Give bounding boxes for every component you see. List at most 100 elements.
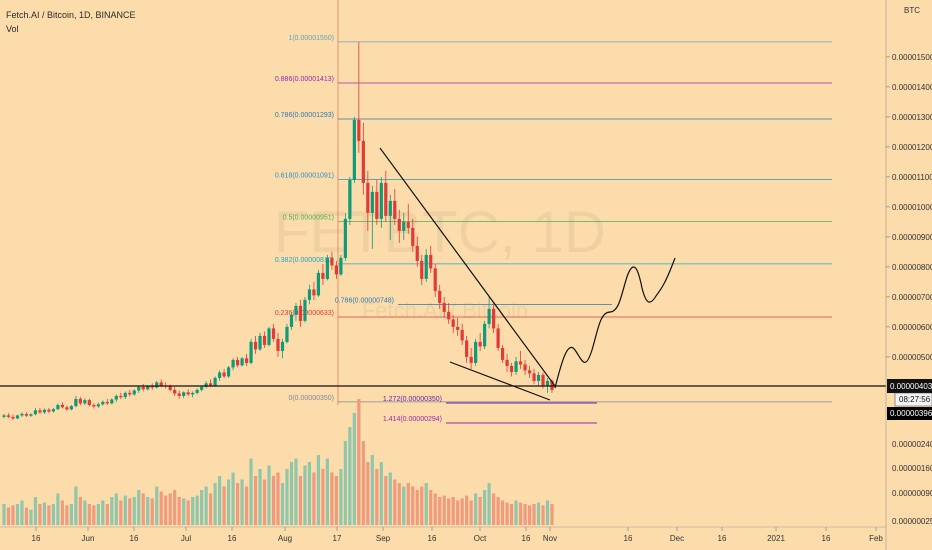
volume-bar <box>496 497 500 525</box>
projection-path[interactable] <box>554 257 676 389</box>
price-tick-label: 0.00000900 <box>892 233 932 242</box>
volume-bar <box>415 490 419 525</box>
fib-retracement-group[interactable]: 1(0.00001550) 0.886(0.00001413) 0.786(0.00… <box>275 0 832 424</box>
volume-bar <box>24 507 29 525</box>
drawings[interactable] <box>379 147 676 401</box>
volume-bar <box>226 479 231 525</box>
volume-bar <box>271 476 276 525</box>
time-tick-label: 16 <box>228 534 237 543</box>
volume-bar <box>424 483 428 525</box>
volume-bar <box>60 500 64 525</box>
fib-level-label: 0.786(0.00001293) <box>275 112 334 119</box>
candle-body <box>366 182 370 213</box>
volume-indicator-label[interactable]: Vol <box>6 24 19 34</box>
last-price-label: 0.00000403 <box>890 382 932 391</box>
volume-bar <box>74 486 78 525</box>
quote-unit-label: BTC <box>904 6 920 15</box>
time-tick-label: Feb <box>869 534 883 543</box>
candle-body <box>433 268 437 291</box>
volume-bar <box>316 455 321 525</box>
candle-body <box>424 254 428 279</box>
volume-bar <box>393 479 397 525</box>
price-badges: 0.00000403 08:27:56 0.00000396 <box>887 379 932 420</box>
price-tick-label: 0.00001000 <box>892 203 932 212</box>
volume-bar <box>235 483 240 525</box>
volume-tick-label: 0.00000160 <box>892 464 932 473</box>
time-tick-label: Oct <box>474 534 487 543</box>
candle-body <box>541 374 545 386</box>
volume-bar <box>370 455 374 525</box>
volume-bar <box>447 498 451 525</box>
candle-body <box>204 383 208 387</box>
candle-body <box>65 407 69 410</box>
volume-bar <box>249 458 253 525</box>
candle-body <box>415 245 419 261</box>
price-tick-label: 0.00000600 <box>892 323 932 332</box>
time-tick-label: 16 <box>822 534 831 543</box>
prev-price-badge <box>887 407 932 420</box>
time-tick-label: 16 <box>522 534 531 543</box>
volume-bar <box>177 497 181 525</box>
volume-bar <box>78 497 82 525</box>
volume-bar <box>294 458 298 525</box>
time-tick-label: 16 <box>428 534 437 543</box>
price-axis[interactable]: BTC 0.00001500 0.00001400 0.00001300 0.0000… <box>885 0 932 550</box>
candle-body <box>83 400 87 404</box>
candle-body <box>29 414 33 416</box>
volume-bar <box>150 498 154 525</box>
volume-bar <box>33 497 38 525</box>
symbol-title[interactable]: Fetch.AI / Bitcoin, 1D, BINANCE <box>6 10 136 20</box>
fib-level-label: 0.618(0.00001091) <box>275 173 334 180</box>
candle-body <box>69 406 73 410</box>
price-tick-label: 0.00001500 <box>892 53 932 62</box>
price-tick-label: 0.00001300 <box>892 113 932 122</box>
candle-body <box>375 191 379 219</box>
volume-bar <box>289 462 294 525</box>
candle-body <box>96 404 100 407</box>
candle-body <box>191 392 195 395</box>
candle-body <box>226 367 231 377</box>
volume-bar <box>173 490 177 525</box>
candle-body <box>132 390 136 395</box>
candle-body <box>339 257 343 275</box>
volume-bar <box>348 427 352 525</box>
volume-bar <box>402 486 406 525</box>
volume-bar <box>20 500 24 525</box>
time-tick-label: Aug <box>278 534 292 543</box>
volume-bar <box>303 465 307 525</box>
candle-body <box>545 380 550 386</box>
volume-bar <box>352 413 356 525</box>
prev-price-label: 0.00000396 <box>890 409 932 418</box>
volume-bar <box>105 504 109 525</box>
fib-extension-label: 1.272(0.00000350) <box>383 396 442 403</box>
volume-bar <box>51 504 56 525</box>
volume-bar <box>541 505 545 525</box>
volume-bar <box>101 500 105 525</box>
candle-body <box>316 272 321 296</box>
candle-body <box>420 260 424 279</box>
candle-body <box>209 383 213 386</box>
descending-trendline[interactable] <box>379 147 556 387</box>
volume-bar <box>38 504 42 525</box>
time-axis[interactable]: 16 Jun 16 Jul 16 Aug 17 Sep 16 Oct 16 Nov 16 Dec 16 202… <box>0 526 886 543</box>
support-trendline[interactable] <box>449 361 551 401</box>
volume-bar <box>361 441 365 525</box>
candle-body <box>474 341 478 363</box>
candle-body <box>222 372 226 377</box>
volume-bar <box>110 497 114 525</box>
volume-bar <box>483 490 487 525</box>
price-tick-label: 0.00000800 <box>892 263 932 272</box>
candle-body <box>429 254 433 269</box>
time-tick-label: 16 <box>624 534 633 543</box>
candle-body <box>155 382 159 388</box>
candle-body <box>447 311 451 320</box>
candle-body <box>532 373 536 381</box>
time-tick-label: Sep <box>376 534 391 543</box>
volume-bar <box>141 493 145 525</box>
candle-body <box>397 218 401 231</box>
candle-body <box>352 119 356 180</box>
candle-body <box>33 410 38 415</box>
candle-body <box>509 365 514 372</box>
volume-bar <box>478 497 482 525</box>
